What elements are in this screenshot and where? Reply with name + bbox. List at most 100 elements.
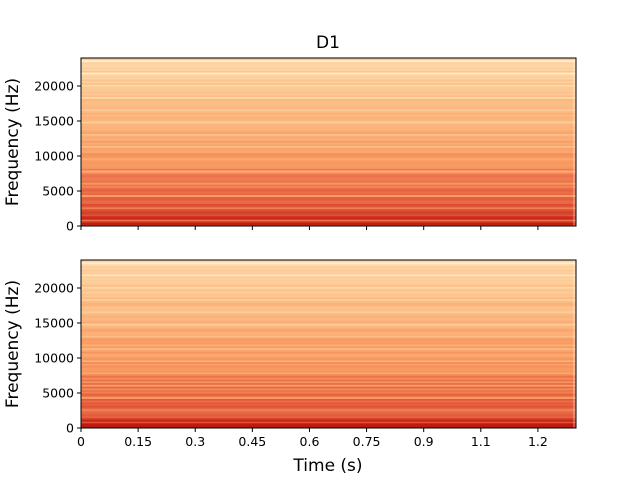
heatmap-band [81,414,576,417]
heatmap-band [81,377,576,380]
x-tick-label: 0.75 [353,434,381,449]
y-tick-label: 5000 [42,184,74,199]
heatmap-band [81,126,576,129]
chart-title: D1 [316,33,340,53]
heatmap-band [81,66,576,70]
heatmap-band [81,220,576,224]
heatmap-band [81,87,576,91]
heatmap-band [81,345,576,349]
heatmap-band [81,387,576,391]
heatmap-band [81,317,576,321]
heatmap-band [81,140,576,143]
y-tick-label: 0 [66,219,74,234]
heatmap-band [81,178,576,182]
heatmap-band [81,407,576,410]
y-tick-label: 20000 [34,79,74,94]
heatmap-band [81,375,576,378]
heatmap-band [81,129,576,133]
heatmap-band [81,161,576,164]
heatmap-band [81,293,576,296]
heatmap-band [81,419,576,422]
heatmap-band [81,260,576,263]
heatmap-band [81,173,576,176]
heatmap-band [81,396,576,399]
heatmap-band [81,182,576,185]
heatmap-band [81,128,576,131]
heatmap-band [81,373,576,377]
heatmap-band [81,289,576,293]
heatmap-band [81,288,576,291]
heatmap-band [81,366,576,370]
x-axis-label: Time (s) [292,456,362,476]
heatmap-band [81,412,576,415]
heatmap-band [81,192,576,196]
heatmap-band [81,58,576,61]
heatmap-edge-frame [573,260,576,428]
heatmap-band [81,136,576,140]
heatmap-band [81,103,576,106]
heatmap-band [81,391,576,394]
heatmap-band [81,386,576,389]
heatmap-band [81,331,576,335]
heatmap-band [81,115,576,119]
heatmap-band [81,342,576,345]
heatmap-band [81,286,576,289]
heatmap-band [81,328,576,331]
heatmap-band [81,302,576,305]
heatmap-band [81,330,576,333]
plot-frame-bottom [80,259,577,429]
heatmap-band [81,403,576,406]
spectrogram-panel-bottom: 0 5000 10000 15000 20000 0 0.15 0.3 0.45 0.6 0.75… [3,259,577,449]
y-tick-label: 5000 [42,386,74,401]
heatmap-band [81,305,576,308]
heatmap-band [81,98,576,101]
heatmap-band [81,194,576,197]
heatmap-band [81,100,576,103]
heatmap-band [81,321,576,324]
heatmap-band [81,270,576,273]
heatmap-band [81,187,576,190]
heatmap-band [81,338,576,342]
heatmap-band [81,349,576,352]
heatmap-band [81,79,576,82]
heatmap-band [81,282,576,286]
heatmap-band [81,400,576,403]
y-tick-label: 20000 [34,281,74,296]
heatmap-band [81,274,576,277]
heatmap-band [81,356,576,359]
heatmap-band [81,119,576,122]
y-axis-top: 0 5000 10000 15000 20000 [34,79,81,234]
heatmap-band [81,77,576,80]
heatmap-band [81,185,576,189]
heatmap-band [81,84,576,87]
x-tick-label: 0.15 [124,434,152,449]
heatmap-band [81,401,576,405]
x-tick-label: 0.6 [300,434,320,449]
heatmap-band [81,267,576,270]
heatmap-band [81,143,576,147]
heatmap-band [81,379,576,382]
spectrogram-panel-top: 0 5000 10000 15000 20000 Frequency (Hz) [3,57,577,234]
heatmap-band [81,361,576,364]
heatmap-band [81,291,576,294]
heatmap-band [81,121,576,124]
heatmap-band [81,307,576,310]
heatmap-band [81,417,576,420]
heatmap-band [81,410,576,413]
heatmap-band [81,277,576,280]
heatmap-band [81,415,576,419]
heatmap-band [81,171,576,175]
heatmap-band [81,351,576,354]
x-tick-label: 1.2 [528,434,548,449]
heatmap-band [81,145,576,148]
x-axis-top [80,226,539,230]
heatmap-band [81,298,576,301]
heatmap-top [81,58,576,226]
heatmap-band [81,316,576,319]
heatmap-band [81,363,576,366]
x-tick-label: 0.45 [238,434,266,449]
heatmap-band [81,393,576,396]
heatmap-band [81,382,576,385]
heatmap-band [81,380,576,384]
heatmap-band [81,149,576,152]
